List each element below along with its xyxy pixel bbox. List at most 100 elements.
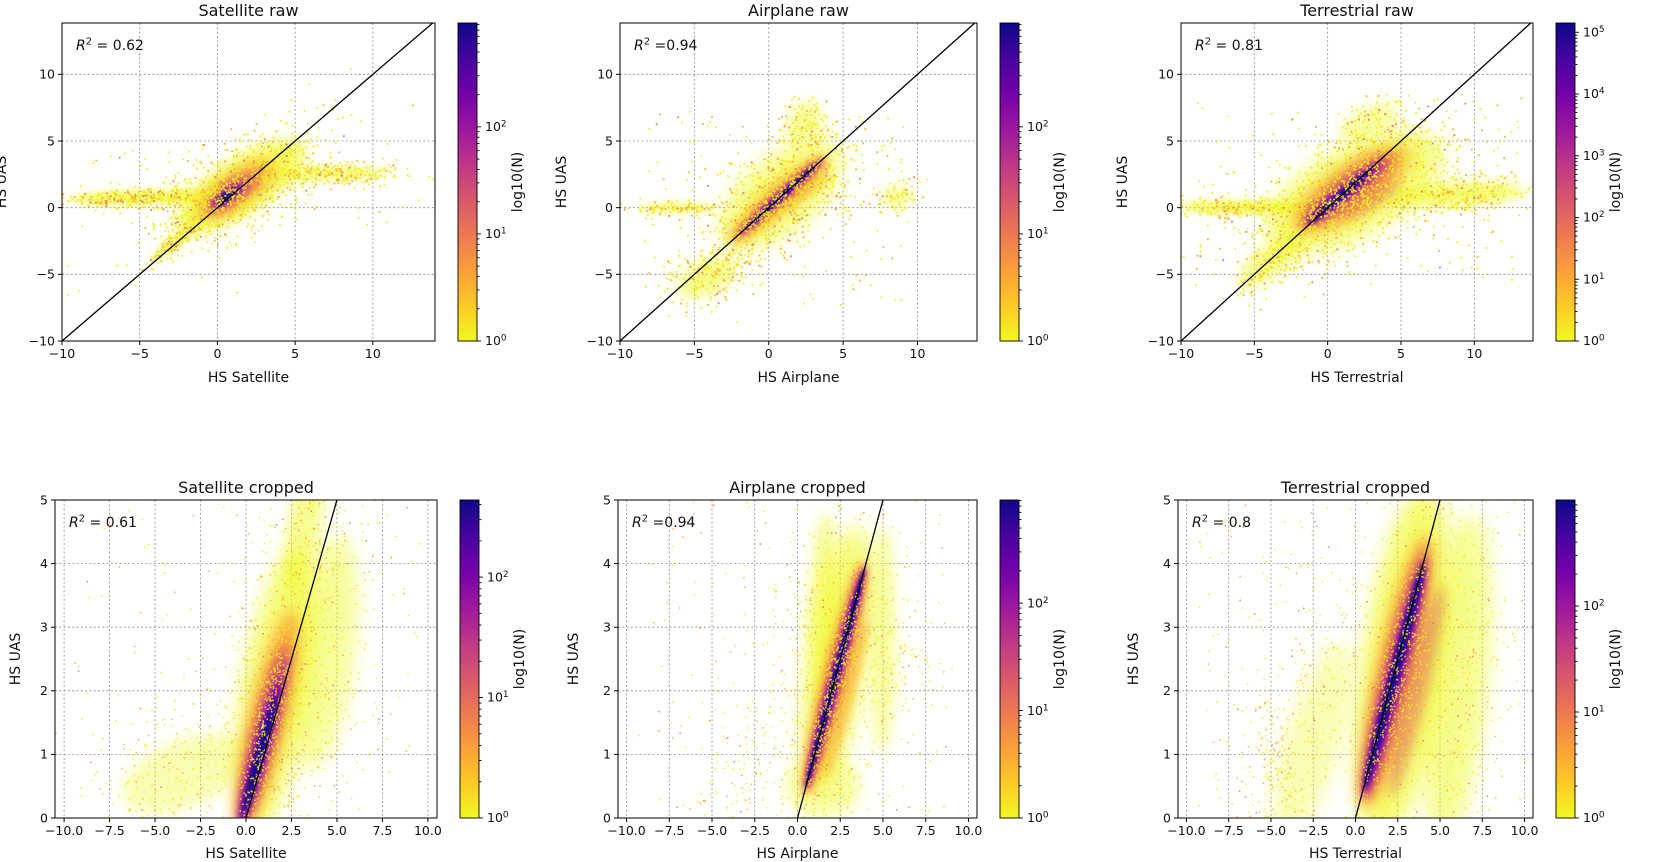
- panel-airplane-cropped: −10.0 −7.5 −5.0 −2.5 0.0 2.5 5.0 7.5 10.0 0 1 2 3 4 5 A…: [566, 478, 1068, 862]
- y-tick-label: 1: [603, 747, 611, 762]
- y-tick-label: −10: [29, 333, 55, 348]
- colorbar-ticks: [1575, 31, 1579, 342]
- y-axis-label: HS UAS: [0, 156, 10, 209]
- x-axis-label: HS Satellite: [208, 370, 289, 386]
- y-tick-label: 0: [47, 200, 55, 215]
- colorbar-tick-label: 100: [1027, 810, 1049, 825]
- y-tick-label: 1: [40, 747, 48, 762]
- y-tick-label: 0: [603, 810, 611, 825]
- x-tick-label: 7.5: [372, 823, 392, 838]
- y-tick-label: 4: [603, 556, 611, 571]
- y-axis-label: HS UAS: [566, 633, 582, 686]
- density-ellipse: [787, 103, 822, 145]
- colorbar-tick-label: 102: [1027, 595, 1049, 610]
- density-layers: [1274, 500, 1492, 818]
- colorbar-ticks: [479, 504, 483, 819]
- colorbar-tick-label: 102: [487, 569, 509, 584]
- colorbar-border: [1555, 499, 1576, 819]
- y-tick-label: 5: [1163, 492, 1171, 507]
- scatter-dots-layer: [1195, 94, 1523, 311]
- x-tick-label: −10.0: [607, 823, 645, 838]
- axis-ticks: [614, 499, 969, 822]
- x-tick-label: 0.0: [1346, 823, 1366, 838]
- density-ellipse: [785, 754, 861, 818]
- y-tick-label: 5: [47, 133, 55, 148]
- x-tick-label: −7.5: [1214, 823, 1244, 838]
- density-shell-sub-band: [785, 172, 830, 209]
- x-tick-label: −7.5: [654, 823, 684, 838]
- colorbar-label: log10(N): [512, 629, 528, 690]
- x-tick-label: −10.0: [45, 823, 83, 838]
- density-shell-top-cluster: [284, 500, 325, 596]
- identity-line: [796, 500, 884, 818]
- y-tick-label: 2: [603, 683, 611, 698]
- x-tick-label: −10: [607, 346, 633, 361]
- y-tick-label: −10: [587, 333, 613, 348]
- y-tick-label: 5: [1166, 133, 1174, 148]
- density-ellipse: [243, 697, 276, 812]
- y-tick-label: 0: [605, 200, 613, 215]
- colorbar-label: log10(N): [1052, 629, 1068, 690]
- colorbar-border: [1555, 22, 1576, 342]
- identity-line: [1354, 500, 1441, 818]
- density-layers: [1181, 103, 1525, 287]
- x-tick-label: −7.5: [94, 823, 124, 838]
- r2-annotation: R2 =0.94: [632, 514, 696, 532]
- x-tick-label: 10.0: [955, 823, 983, 838]
- x-axis-label: HS Terrestrial: [1309, 846, 1402, 862]
- x-tick-label: 0.0: [788, 823, 808, 838]
- x-tick-label: 5.0: [327, 823, 347, 838]
- r2-annotation: R2 = 0.8: [1192, 514, 1251, 532]
- colorbar-tick-label: 101: [485, 226, 507, 241]
- colorbar: 100 101 102 log10(N): [1555, 499, 1624, 825]
- x-tick-label: −5: [130, 346, 148, 361]
- colorbar-label: log10(N): [1608, 629, 1624, 690]
- plot-border: [1180, 22, 1534, 342]
- panel-title: Satellite cropped: [178, 478, 314, 497]
- y-tick-label: 0: [40, 810, 48, 825]
- axis-ticks: [1177, 73, 1475, 345]
- x-axis-label: HS Satellite: [205, 846, 286, 862]
- x-tick-label: 10.0: [1511, 823, 1539, 838]
- x-tick-label: 10: [1466, 346, 1482, 361]
- density-shell-top-spray: [787, 103, 822, 145]
- identity-line-group: [1181, 23, 1532, 341]
- density-ellipse: [1389, 182, 1525, 207]
- y-tick-label: 2: [1163, 683, 1171, 698]
- colorbar-ticks: [477, 24, 481, 342]
- identity-line-group: [62, 23, 434, 341]
- plot-border: [61, 22, 436, 342]
- colorbar-tick-label: 102: [485, 119, 507, 134]
- axis-ticks: [58, 73, 374, 345]
- panel-terrestrial-raw: −10 −5 0 5 10 −10 −5 0 5 10 Terrestrial raw HS Terr…: [1115, 1, 1624, 386]
- colorbar: 100 101 102 103 104 105 log10(N): [1555, 22, 1624, 348]
- x-tick-label: 10.0: [414, 823, 442, 838]
- panel-title: Airplane raw: [748, 1, 849, 20]
- colorbar: 100 101 102 log10(N): [999, 499, 1068, 825]
- scatter-dots-layer: [62, 68, 434, 296]
- colorbar-label: log10(N): [1608, 152, 1624, 213]
- x-tick-label: −5.0: [697, 823, 727, 838]
- colorbar-tick-label: 101: [1583, 271, 1605, 286]
- y-tick-label: 0: [1166, 200, 1174, 215]
- x-tick-label: −10: [1168, 346, 1194, 361]
- x-tick-label: −5.0: [1256, 823, 1286, 838]
- y-tick-label: 10: [597, 67, 613, 82]
- colorbar-tick-label: 100: [485, 333, 507, 348]
- panel-airplane-raw: −10 −5 0 5 10 −10 −5 0 5 10 Airplane raw HS Airplan…: [554, 1, 1068, 386]
- x-axis-label: HS Airplane: [757, 846, 839, 862]
- y-axis-label: HS UAS: [554, 156, 570, 209]
- axis-ticks: [51, 499, 429, 822]
- identity-line-group: [620, 23, 976, 341]
- x-tick-label: 2.5: [1388, 823, 1408, 838]
- y-tick-label: 3: [1163, 620, 1171, 635]
- density-shell-parallel-band: [1388, 584, 1445, 797]
- density-ellipse: [284, 500, 325, 596]
- colorbar-tick-label: 100: [487, 810, 509, 825]
- colorbar-tick-label: 104: [1583, 86, 1605, 101]
- density-shell-left-sparse: [1274, 642, 1353, 818]
- colorbar-tick-label: 100: [1583, 333, 1605, 348]
- scatter-dots-layer: [1198, 501, 1526, 818]
- y-tick-label: 5: [40, 492, 48, 507]
